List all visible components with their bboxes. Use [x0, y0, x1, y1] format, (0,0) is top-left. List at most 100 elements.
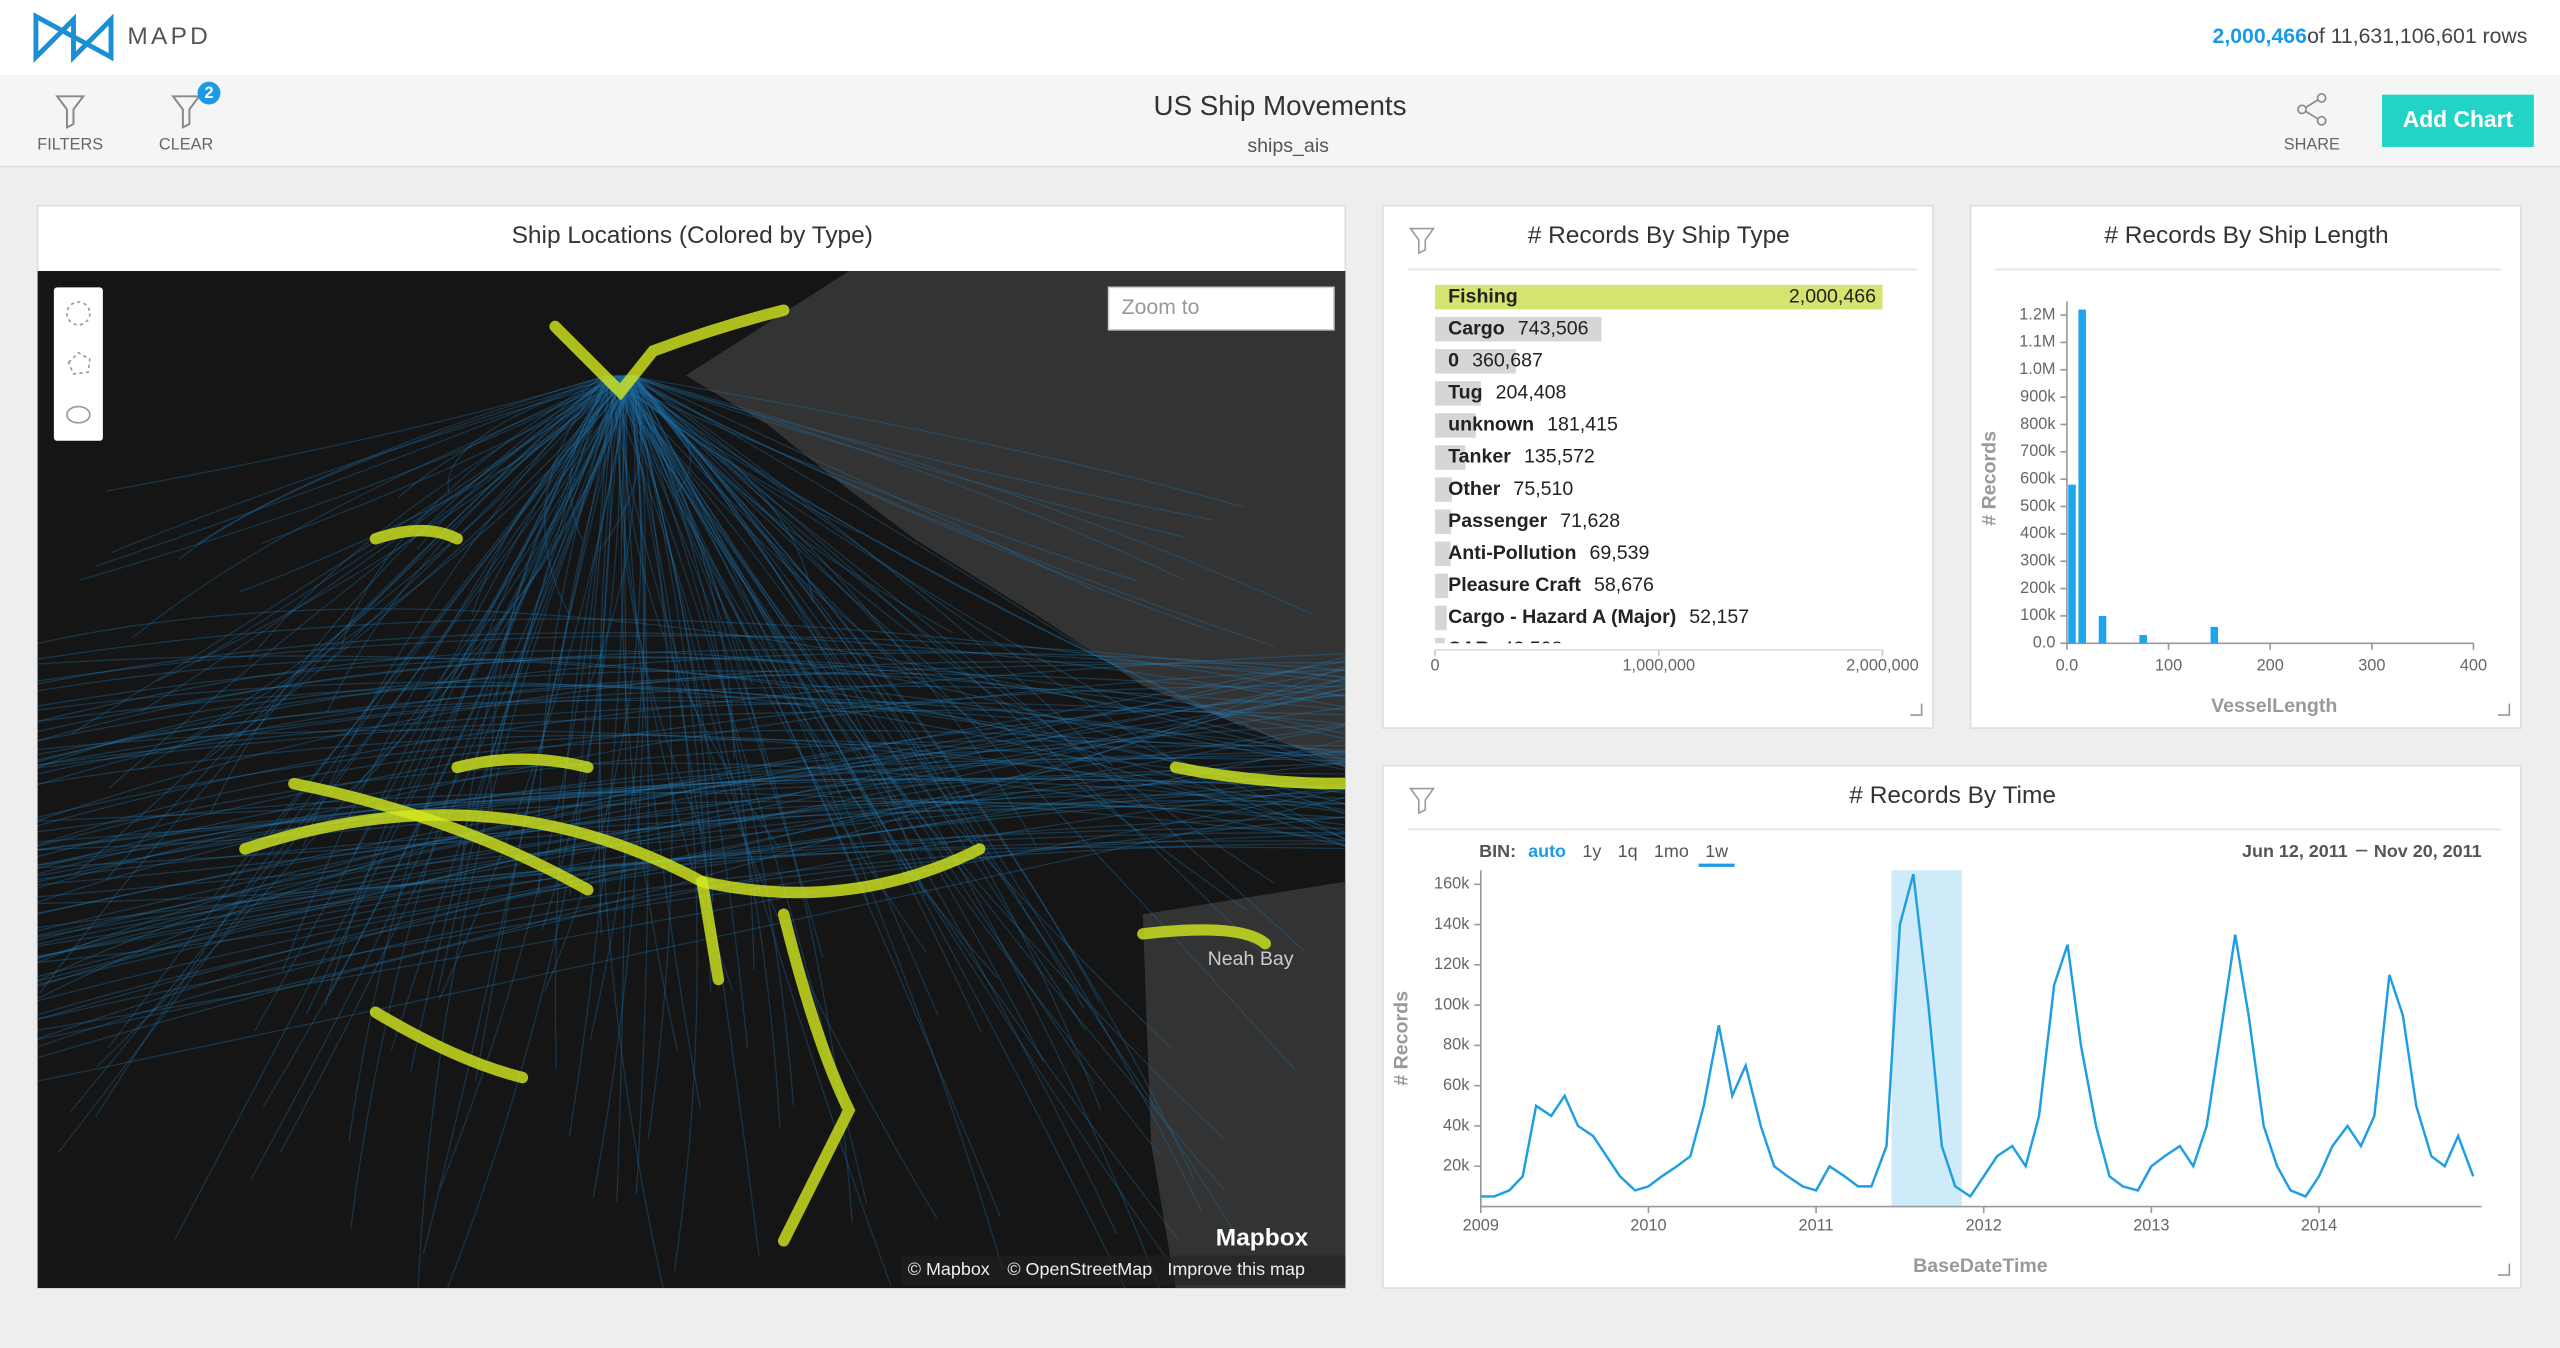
- filters-button[interactable]: FILTERS: [37, 95, 103, 154]
- y-tick-label: 40k: [1443, 1116, 1470, 1134]
- track: [438, 375, 630, 1000]
- y-tick-label: 0.0: [2033, 634, 2056, 652]
- track: [96, 375, 627, 1067]
- track: [188, 375, 634, 742]
- time-chart[interactable]: BIN: auto 1y 1q 1mo 1w Nov 20, 2011 Jun 12, 201…: [1391, 841, 2511, 1277]
- share-button[interactable]: SHARE: [2284, 93, 2340, 154]
- map-land: [1142, 881, 1346, 1289]
- bar-category: 0: [1448, 349, 1459, 371]
- track: [619, 375, 1172, 1049]
- track: [407, 375, 618, 788]
- bin-option[interactable]: auto: [1528, 841, 1566, 861]
- track: [80, 374, 621, 581]
- resize-handle: [1910, 703, 1923, 716]
- x-tick-label: 2012: [1966, 1216, 2002, 1234]
- track: [353, 375, 632, 796]
- track: [630, 375, 1236, 1233]
- track: [627, 375, 754, 686]
- ship-type-chart[interactable]: Fishing 2,000,466 Cargo 743,506 0 360,687 Tug 2…: [1431, 284, 1919, 675]
- track: [324, 375, 638, 1007]
- track: [618, 374, 814, 603]
- track: [37, 840, 1346, 988]
- track: [344, 375, 634, 796]
- track: [340, 374, 606, 650]
- track: [631, 375, 928, 954]
- zoom-search[interactable]: Zoom to: [1107, 286, 1335, 331]
- track: [95, 375, 633, 1118]
- track: [617, 375, 698, 1272]
- track: [627, 375, 1195, 1181]
- chart-title: # Records By Ship Length: [2104, 222, 2388, 249]
- brush[interactable]: [1891, 870, 1962, 1207]
- polygon-tool[interactable]: [67, 351, 91, 375]
- track: [623, 374, 1275, 648]
- track: [603, 374, 1242, 727]
- bar-value: 75,510: [1513, 478, 1573, 500]
- filter-icon[interactable]: [1409, 787, 1436, 815]
- bar-category: Passenger: [1448, 510, 1547, 532]
- track: [554, 375, 636, 1068]
- track: [132, 374, 636, 639]
- track: [204, 375, 630, 761]
- x-tick-label: 0.0: [2056, 656, 2079, 674]
- bin-option[interactable]: 1q: [1618, 841, 1638, 861]
- track: [617, 375, 869, 902]
- track: [541, 375, 621, 930]
- attribution[interactable]: Improve this map: [1167, 1259, 1305, 1279]
- lasso-tool[interactable]: [66, 405, 91, 424]
- track: [328, 375, 613, 997]
- y-tick-label: 300k: [2020, 552, 2056, 570]
- track: [629, 374, 1186, 582]
- attribution[interactable]: © OpenStreetMap: [1007, 1259, 1152, 1279]
- track: [37, 783, 1346, 1020]
- bin-option[interactable]: 1mo: [1654, 841, 1689, 861]
- track: [37, 618, 1346, 698]
- bin-option[interactable]: 1y: [1582, 841, 1601, 861]
- range-end: Nov 20, 2011: [2374, 841, 2482, 861]
- fishing-track: [451, 753, 594, 774]
- track: [610, 375, 984, 728]
- x-axis-label: VesselLength: [2211, 695, 2337, 717]
- track: [37, 677, 1346, 964]
- dashboard-title[interactable]: US Ship Movements: [1154, 90, 1407, 121]
- resize-handle: [2497, 1263, 2511, 1276]
- track: [70, 375, 636, 1113]
- clear-button[interactable]: 2 CLEAR: [159, 81, 221, 154]
- bar: [2098, 615, 2107, 644]
- track: [487, 375, 617, 654]
- track: [37, 794, 1346, 937]
- track: [618, 375, 704, 835]
- track: [37, 832, 1346, 929]
- bar: [1435, 413, 1476, 438]
- add-chart-bg: [2382, 94, 2534, 147]
- place-label: Neah Bay: [1208, 948, 1294, 970]
- track: [633, 375, 1085, 1009]
- add-chart-button[interactable]: Add Chart: [2382, 94, 2534, 147]
- track: [37, 833, 1346, 1016]
- track: [37, 762, 1346, 848]
- track: [353, 375, 612, 855]
- filter-icon[interactable]: [1409, 227, 1436, 255]
- bin-option[interactable]: 1w: [1705, 841, 1728, 861]
- track: [37, 655, 1346, 771]
- track: [37, 791, 1346, 842]
- ship-length-chart[interactable]: 0.0 100k 200k 300k 400k 500k 600k 700k 800k 900k 1…: [1978, 301, 2511, 717]
- bar-rows: Fishing 2,000,466 Cargo 743,506 0 360,687 Tug 2…: [1435, 284, 1883, 644]
- bar: [2210, 626, 2219, 644]
- track: [620, 375, 679, 1052]
- track: [37, 683, 1346, 805]
- bar-category: Tanker: [1448, 446, 1511, 468]
- filter-badge: [197, 81, 221, 105]
- map[interactable]: [37, 271, 1346, 1302]
- track: [632, 375, 769, 777]
- bar-category: Cargo - Hazard A (Major): [1448, 606, 1676, 628]
- attribution[interactable]: © Mapbox: [908, 1259, 990, 1279]
- zoom-input[interactable]: [1107, 286, 1335, 331]
- bar: [1435, 316, 1602, 342]
- track: [626, 375, 1048, 734]
- fishing-track: [549, 304, 790, 401]
- table-name: ships_ais: [1247, 135, 1329, 157]
- circle-tool[interactable]: [66, 301, 91, 326]
